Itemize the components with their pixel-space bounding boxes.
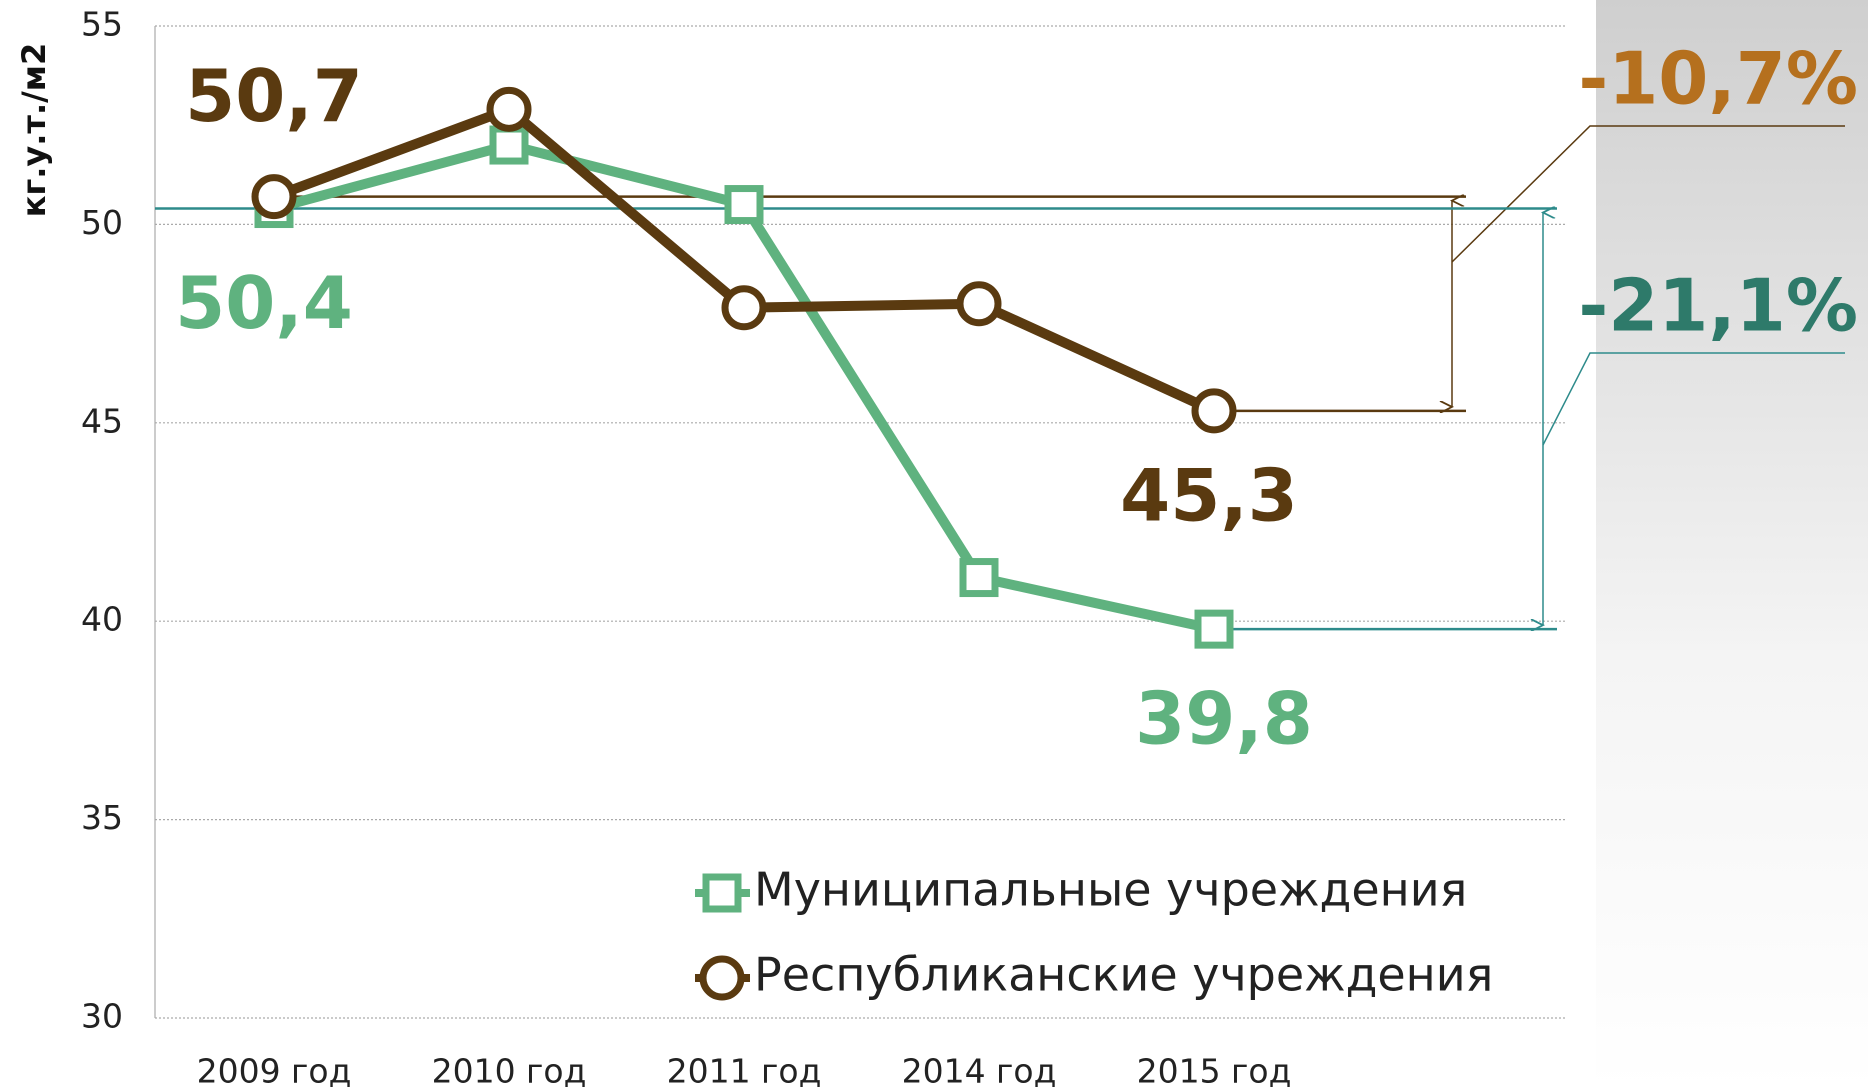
legend-marker: [702, 873, 742, 913]
y-tick-label: 45: [81, 401, 123, 440]
x-tick-label: 2009 год: [197, 1052, 352, 1090]
side-panel: [1596, 0, 1868, 1090]
series-line: [272, 104, 1217, 416]
y-axis-label: кг.у.т./м2: [15, 43, 53, 217]
x-tick-label: 2015 год: [1137, 1052, 1292, 1090]
data-point: [251, 174, 297, 220]
y-tick-label: 40: [81, 600, 123, 639]
data-label: 50,4: [175, 261, 353, 345]
annotation-leader: [1451, 125, 1845, 263]
data-point: [724, 185, 764, 225]
x-tick-label: 2014 год: [902, 1052, 1057, 1090]
data-point: [486, 86, 532, 132]
y-tick-label: 35: [81, 798, 123, 837]
legend-label: Республиканские учреждения: [754, 948, 1493, 1002]
data-point: [1191, 388, 1237, 434]
y-tick-label: 30: [81, 997, 123, 1036]
data-point: [489, 125, 529, 165]
annotation: -10,7%: [1578, 37, 1858, 121]
y-tick-label: 50: [81, 203, 123, 242]
data-label: 50,7: [185, 54, 363, 138]
annotation-leader: [1542, 352, 1845, 446]
x-tick-label: 2011 год: [667, 1052, 822, 1090]
data-point: [956, 281, 1002, 327]
legend-marker: [699, 955, 745, 1001]
data-point: [721, 285, 767, 331]
annotation: -21,1%: [1578, 264, 1858, 348]
legend-label: Муниципальные учреждения: [754, 863, 1467, 917]
data-point: [1194, 609, 1234, 649]
data-label: 45,3: [1120, 453, 1298, 537]
data-label: 39,8: [1135, 677, 1313, 761]
y-tick-label: 55: [81, 5, 123, 44]
data-point: [959, 558, 999, 598]
x-tick-label: 2010 год: [432, 1052, 587, 1090]
